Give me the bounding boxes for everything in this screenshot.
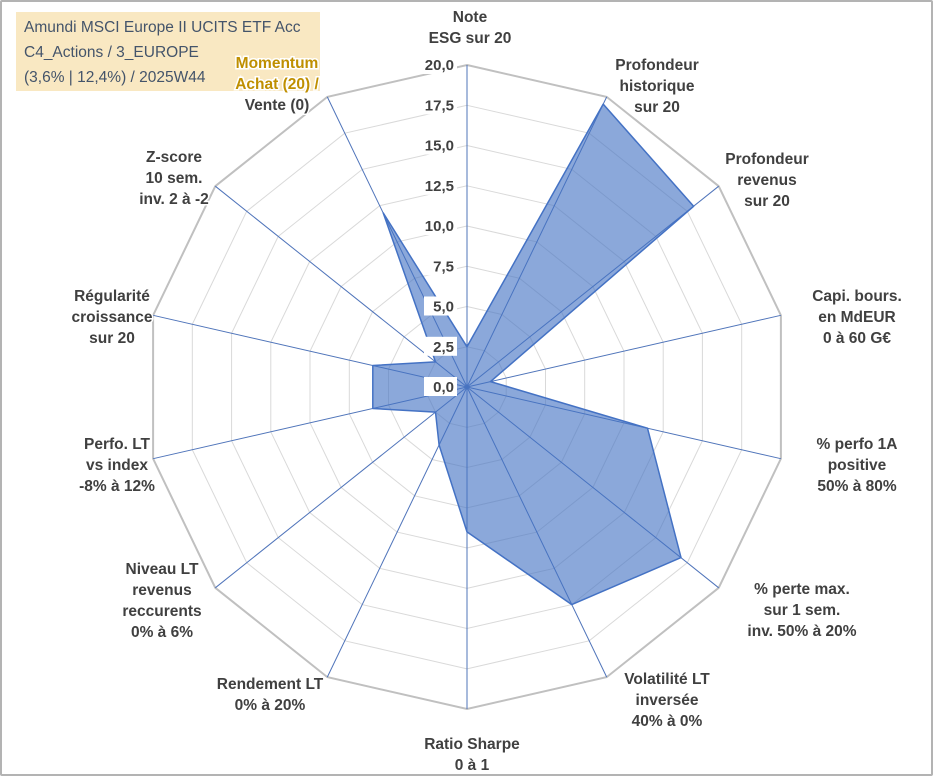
- radial-tick-label: 20,0: [425, 57, 454, 74]
- radial-tick-label: 7,5: [433, 258, 454, 275]
- data-polygon: [372, 103, 695, 606]
- axis-label-z-score: Z-score 10 sem. inv. 2 à -2: [139, 149, 209, 208]
- axis-label-momentum: Momentum Achat (20) / Vente (0): [235, 55, 319, 114]
- axis-label-regularite-croissance: Régularité croissance sur 20: [72, 288, 153, 347]
- radial-tick-label: 12,5: [425, 178, 454, 195]
- fund-stats: (3,6% | 12,4%) / 2025W44: [24, 69, 206, 86]
- axis-label-ratio-sharpe: Ratio Sharpe 0 à 1: [424, 736, 520, 774]
- axis-label-perte-max-1-sem: % perte max. sur 1 sem. inv. 50% à 20%: [747, 581, 856, 640]
- fund-title: Amundi MSCI Europe II UCITS ETF Acc: [24, 19, 301, 36]
- axis-label-note-esg: Note ESG sur 20: [429, 9, 512, 47]
- tick-label-backing: [424, 336, 457, 356]
- axis-spoke: [214, 386, 468, 589]
- axis-label-capi-boursiere: Capi. bours. en MdEUR 0 à 60 G€: [812, 288, 902, 347]
- axis-label-niveau-lt-revenus: Niveau LT revenus reccurents 0% à 6%: [122, 561, 201, 641]
- fund-category: C4_Actions / 3_EUROPE: [24, 44, 199, 61]
- radial-tick-label: 0,0: [433, 379, 454, 396]
- tick-label-backing: [415, 175, 457, 195]
- tick-label-backing: [424, 296, 457, 316]
- fund-header-box: Amundi MSCI Europe II UCITS ETF Acc C4_A…: [16, 12, 320, 91]
- tick-label-backing: [415, 95, 457, 115]
- radial-tick-label: 10,0: [425, 218, 454, 235]
- tick-label-backing: [415, 135, 457, 155]
- axis-label-perfo-lt-vs-index: Perfo. LT vs index -8% à 12%: [79, 436, 155, 495]
- axis-label-profondeur-historique: Profondeur historique sur 20: [615, 57, 699, 116]
- axis-label-rendement-lt: Rendement LT 0% à 20%: [217, 676, 324, 714]
- tick-label-backing: [424, 256, 457, 276]
- axis-label-profondeur-revenus: Profondeur revenus sur 20: [725, 151, 809, 210]
- axis-spoke: [466, 314, 782, 388]
- radial-tick-label: 15,0: [425, 138, 454, 155]
- tick-label-backing: [424, 377, 457, 396]
- radial-tick-label: 17,5: [425, 97, 454, 114]
- axis-label-volatilite-lt: Volatilité LT inversée 40% à 0%: [624, 671, 710, 730]
- tick-label-backing: [415, 55, 457, 74]
- radial-tick-label: 5,0: [433, 299, 454, 316]
- radial-tick-label: 2,5: [433, 339, 454, 356]
- tick-label-backing: [415, 216, 457, 235]
- axis-label-perfo-1a-positive: % perfo 1A positive 50% à 80%: [817, 436, 898, 495]
